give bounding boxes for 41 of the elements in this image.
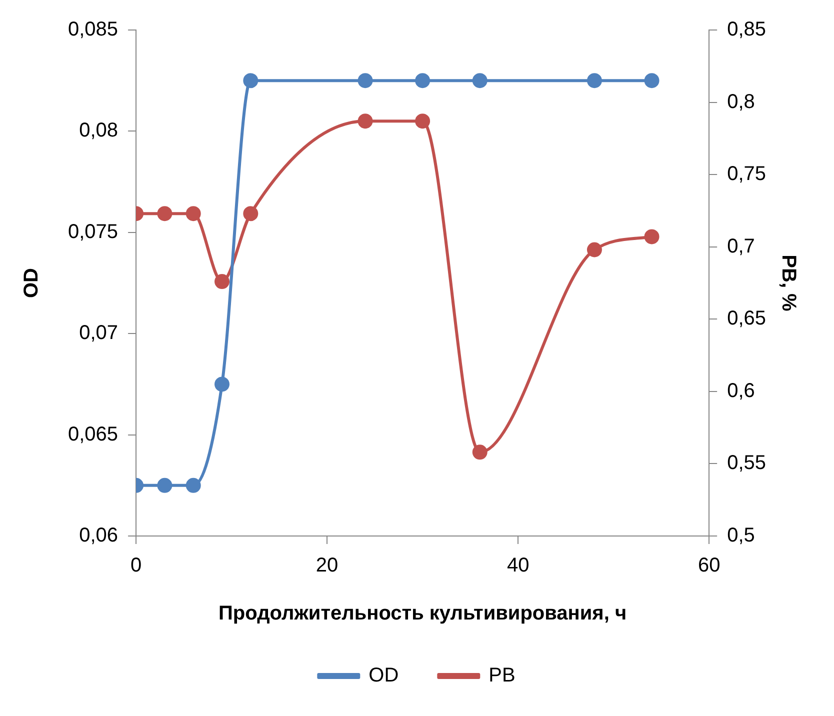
- point: [157, 206, 172, 222]
- y-tick-label: 0,06: [79, 524, 118, 547]
- y2-tick-label: 0,75: [727, 163, 766, 186]
- point: [214, 274, 230, 290]
- point: [472, 73, 488, 88]
- y-tick-label: 0,075: [68, 220, 118, 243]
- y2-tick-label: 0,65: [727, 308, 766, 330]
- x-tick-label: 40: [506, 554, 530, 577]
- point: [157, 478, 172, 493]
- x-tick-label: 0: [130, 554, 142, 577]
- y-tick-label: 0,08: [79, 120, 118, 142]
- point: [415, 73, 430, 88]
- point: [644, 229, 660, 244]
- y2-tick-label: 0,85: [727, 18, 766, 41]
- point: [586, 242, 602, 258]
- y-axis-title: OD: [20, 268, 43, 298]
- y2-axis-title: PB, %: [777, 254, 800, 312]
- point: [186, 206, 201, 222]
- point: [243, 73, 258, 88]
- y2-tick-label: 0,5: [727, 524, 755, 547]
- y-tick-label: 0,085: [68, 18, 118, 41]
- point: [243, 206, 258, 222]
- y2-tick-label: 0,8: [727, 90, 755, 113]
- y2-tick-label: 0,6: [727, 380, 755, 402]
- x-tick-label: 60: [698, 554, 720, 577]
- legend-label: OD: [368, 664, 399, 687]
- y2-tick-label: 0,55: [727, 452, 766, 474]
- x-axis-title: Продолжительность культивирования, ч: [218, 602, 627, 625]
- point: [472, 444, 488, 460]
- legend-label: PB: [488, 664, 516, 687]
- point: [586, 73, 602, 88]
- point: [214, 376, 230, 392]
- y2-tick-label: 0,7: [727, 235, 755, 258]
- point: [358, 73, 373, 88]
- y-tick-label: 0,065: [68, 423, 118, 446]
- point: [415, 114, 430, 129]
- y-tick-label: 0,07: [79, 322, 118, 344]
- point: [644, 73, 660, 88]
- point: [358, 114, 373, 129]
- point: [186, 478, 201, 493]
- x-tick-label: 20: [316, 554, 338, 577]
